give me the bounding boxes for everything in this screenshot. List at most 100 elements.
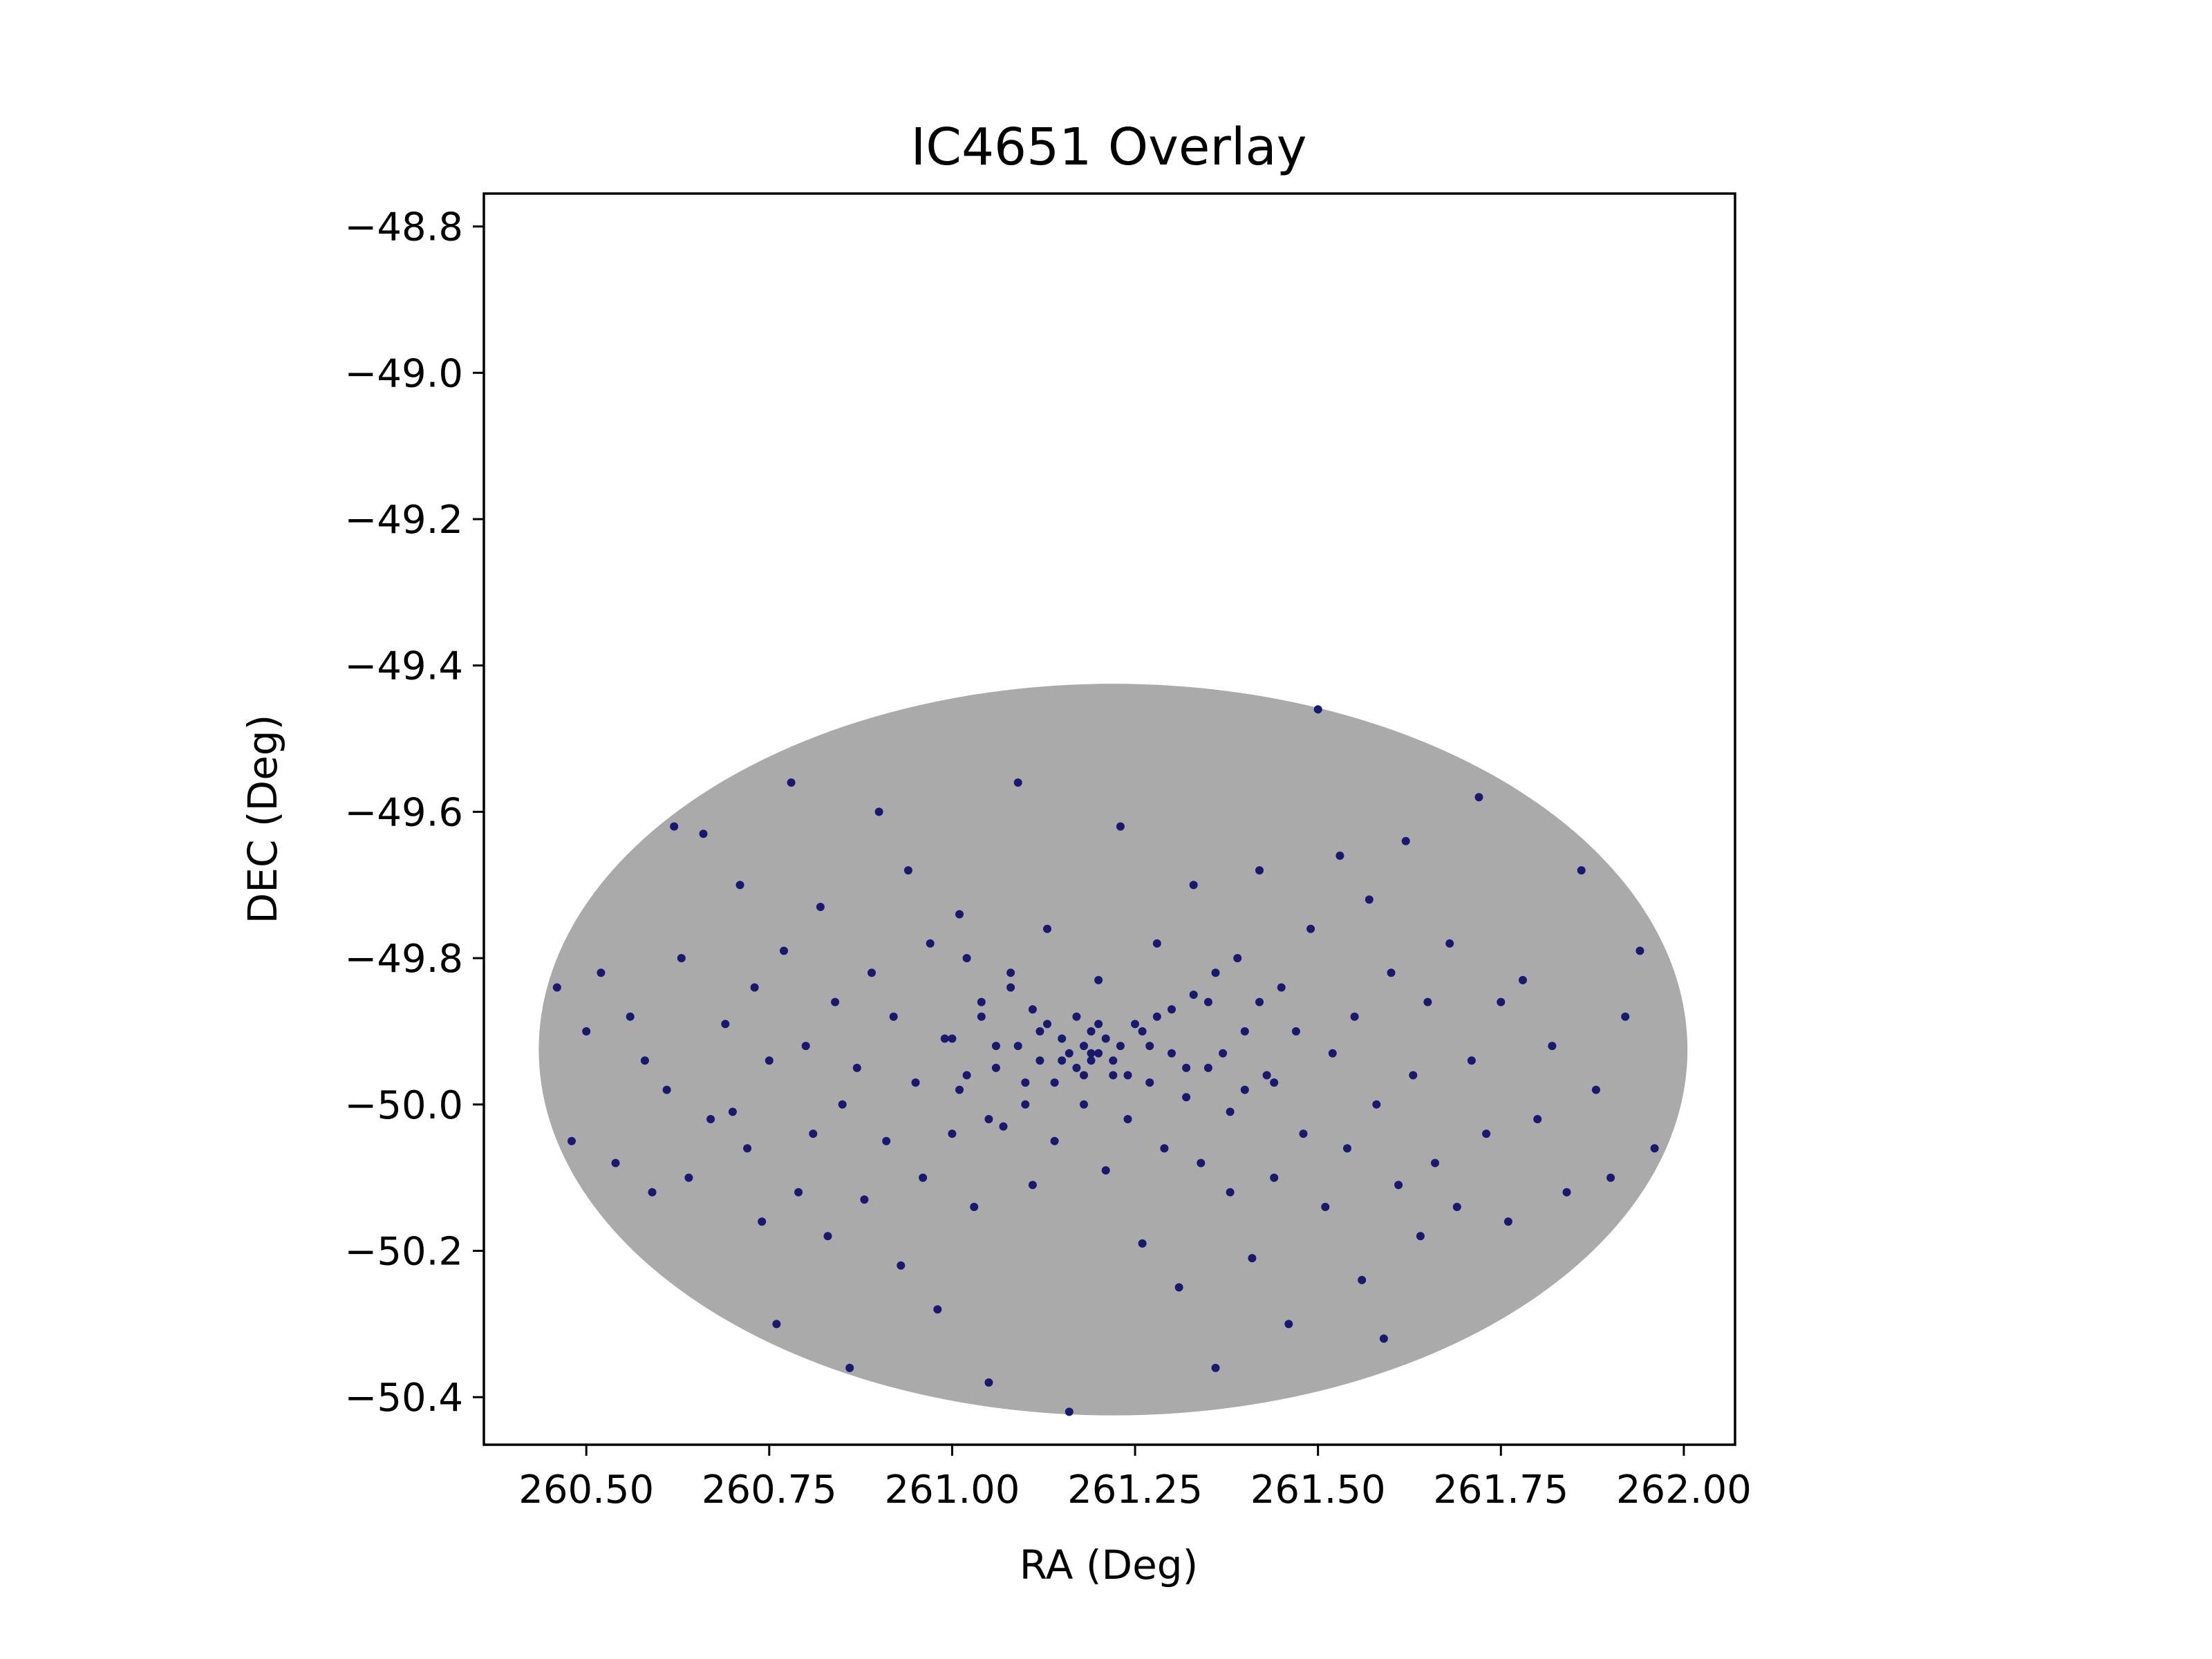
scatter-point [1080, 1100, 1088, 1109]
scatter-point [1394, 1181, 1403, 1190]
y-tick-label: −49.4 [344, 644, 463, 689]
scatter-point [897, 1261, 906, 1270]
scatter-point [728, 1107, 737, 1116]
scatter-point [1094, 975, 1103, 984]
scatter-point [1006, 968, 1015, 977]
scatter-point [1416, 1232, 1425, 1241]
scatter-point [1182, 1063, 1191, 1072]
scatter-point [648, 1188, 657, 1197]
scatter-point [919, 1173, 928, 1182]
scatter-point [1189, 881, 1198, 890]
scatter-point [1050, 1078, 1059, 1087]
scatter-point [1138, 1027, 1147, 1035]
scatter-point [1474, 793, 1483, 802]
x-axis: 260.50 260.75 261.00 261.25 261.50 261.75 262.… [518, 1445, 1752, 1512]
scatter-point [911, 1078, 920, 1087]
scatter-point [626, 1012, 635, 1021]
scatter-points [552, 705, 1659, 1416]
x-tick-label: 261.50 [1250, 1468, 1386, 1512]
scatter-point [1255, 997, 1264, 1006]
scatter-point [662, 1085, 671, 1094]
scatter-point [1650, 1144, 1659, 1153]
scatter-point [1138, 1239, 1147, 1248]
scatter-point [1621, 1012, 1630, 1021]
scatter-point [933, 1305, 942, 1314]
scatter-point [684, 1173, 693, 1182]
scatter-point [831, 997, 840, 1006]
scatter-point [1211, 968, 1220, 977]
scatter-point [1116, 1042, 1125, 1051]
scatter-point [1006, 983, 1015, 992]
scatter-point [670, 822, 679, 831]
scatter-point [1189, 991, 1198, 999]
scatter-point [852, 1063, 861, 1072]
scatter-point [758, 1217, 767, 1226]
scatter-point [1365, 895, 1374, 904]
scatter-point [1482, 1130, 1491, 1138]
scatter-point [948, 1034, 957, 1043]
scatter-point [1109, 1071, 1118, 1080]
scatter-point [1284, 1320, 1293, 1329]
scatter-point [970, 1203, 979, 1211]
scatter-point [1152, 1012, 1161, 1021]
x-tick-label: 261.00 [884, 1468, 1020, 1512]
x-tick-label: 260.75 [702, 1468, 837, 1512]
scatter-point [1577, 866, 1586, 875]
scatter-point [552, 983, 561, 992]
scatter-point [1123, 1071, 1132, 1080]
scatter-point [809, 1130, 818, 1138]
scatter-point [1445, 939, 1454, 948]
plot-frame [482, 192, 1736, 1446]
scatter-point [787, 778, 796, 787]
scatter-point [1423, 997, 1432, 1006]
scatter-point [845, 1363, 854, 1372]
scatter-point [1021, 1100, 1030, 1109]
y-tick-label: −50.4 [344, 1376, 463, 1421]
scatter-point [1313, 705, 1322, 714]
scatter-point [750, 983, 759, 992]
scatter-point [1299, 1130, 1308, 1138]
scatter-point [977, 997, 986, 1006]
scatter-point [1372, 1100, 1381, 1109]
scatter-point [1035, 1056, 1044, 1065]
scatter-point [1160, 1144, 1169, 1153]
x-axis-label: RA (Deg) [1020, 1541, 1198, 1588]
scatter-point [1131, 1020, 1139, 1029]
scatter-point [1182, 1093, 1191, 1102]
scatter-point [677, 954, 686, 963]
scatter-point [1240, 1085, 1249, 1094]
scatter-point [1431, 1159, 1439, 1168]
scatter-point [1101, 1034, 1110, 1043]
scatter-point [1174, 1283, 1183, 1292]
scatter-point [816, 903, 825, 911]
scatter-point [868, 968, 876, 977]
scatter-point [1270, 1078, 1279, 1087]
scatter-point [1072, 1012, 1081, 1021]
scatter-point [735, 881, 744, 890]
scatter-point [1087, 1027, 1096, 1035]
scatter-point [801, 1042, 810, 1051]
scatter-point [1087, 1049, 1096, 1058]
scatter-point [1358, 1275, 1367, 1284]
scatter-point [1401, 836, 1410, 845]
scatter-point [889, 1012, 898, 1021]
scatter-point [926, 939, 935, 948]
scatter-point [706, 1115, 715, 1123]
scatter-point [1116, 822, 1125, 831]
scatter-point [1203, 997, 1212, 1006]
scatter-point [1101, 1166, 1110, 1175]
x-tick-label: 262.00 [1616, 1468, 1752, 1512]
scatter-point [640, 1056, 649, 1065]
scatter-point [1028, 1181, 1037, 1190]
scatter-point [1409, 1071, 1418, 1080]
scatter-point [977, 1012, 986, 1021]
y-axis-label: DEC (Deg) [239, 715, 286, 924]
scatter-point [780, 946, 788, 955]
y-axis: −48.8 −49.0 −49.2 −49.4 −49.6 −49.8 −50.0 −50.2… [344, 205, 484, 1421]
scatter-point [1058, 1034, 1067, 1043]
y-tick-label: −49.6 [344, 790, 463, 835]
scatter-point [962, 1071, 971, 1080]
scatter-point [1197, 1159, 1206, 1168]
scatter-point [1028, 1005, 1037, 1014]
scatter-point [940, 1034, 949, 1043]
